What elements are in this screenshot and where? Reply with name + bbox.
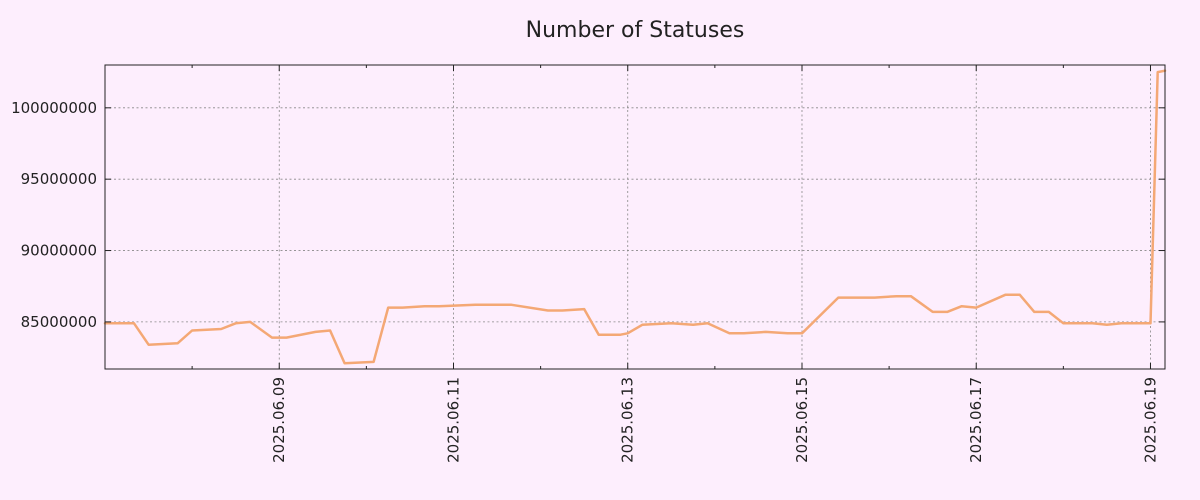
axis-ticks (105, 65, 1165, 369)
gridlines (105, 65, 1165, 369)
y-tick-label: 85000000 (21, 313, 97, 331)
series-line (103, 69, 1167, 365)
plot-frame (104, 64, 1166, 370)
chart-title: Number of Statuses (526, 18, 745, 43)
y-tick-label: 100000000 (11, 99, 97, 117)
y-tick-label: 90000000 (21, 242, 97, 260)
x-tick-label: 2025.06.11 (444, 377, 462, 463)
x-tick-label: 2025.06.19 (1141, 377, 1159, 463)
y-tick-label: 95000000 (21, 170, 97, 188)
x-tick-label: 2025.06.15 (793, 377, 811, 463)
tick-labels: 85000000 90000000 95000000 100000000 2025.06… (11, 99, 1159, 463)
x-tick-label: 2025.06.13 (619, 377, 637, 463)
x-tick-label: 2025.06.09 (270, 377, 288, 463)
series-layer (103, 69, 1167, 365)
x-tick-label: 2025.06.17 (967, 377, 985, 463)
